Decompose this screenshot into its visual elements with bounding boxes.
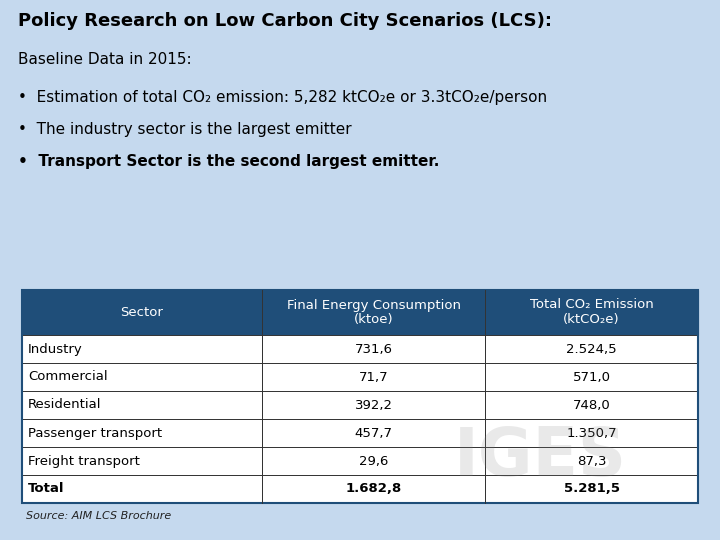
Bar [22,290,698,503]
Text: Residential: Residential [28,399,102,411]
Bar [262,391,485,419]
Text: Passenger transport: Passenger transport [28,427,162,440]
Text: Final Energy Consumption
(ktoe): Final Energy Consumption (ktoe) [287,299,461,327]
Bar [262,475,485,503]
Bar [22,335,262,363]
Text: 1.682,8: 1.682,8 [346,483,402,496]
Text: 1.350,7: 1.350,7 [566,427,617,440]
Bar [22,290,262,335]
Text: Freight transport: Freight transport [28,455,140,468]
Text: Sector: Sector [120,306,163,319]
Text: 731,6: 731,6 [354,342,392,355]
Text: 457,7: 457,7 [354,427,392,440]
Text: 87,3: 87,3 [577,455,606,468]
Text: •  Transport Sector is the second largest emitter.: • Transport Sector is the second largest… [18,154,439,169]
Bar [262,335,485,363]
Text: Source: AIM LCS Brochure: Source: AIM LCS Brochure [26,511,171,521]
Bar [22,391,262,419]
Text: 71,7: 71,7 [359,370,388,383]
Text: 5.281,5: 5.281,5 [564,483,619,496]
Bar [485,335,698,363]
Text: Total: Total [28,483,65,496]
Bar [485,363,698,391]
Bar [485,290,698,335]
Bar [485,447,698,475]
Bar [262,363,485,391]
Bar [262,290,485,335]
Text: •  Estimation of total CO₂ emission: 5,282 ktCO₂e or 3.3tCO₂e/person: • Estimation of total CO₂ emission: 5,28… [18,90,547,105]
Text: 748,0: 748,0 [572,399,611,411]
Text: Industry: Industry [28,342,83,355]
Text: Baseline Data in 2015:: Baseline Data in 2015: [18,52,192,67]
Bar [485,475,698,503]
Bar [22,363,262,391]
Bar [485,391,698,419]
Text: IGES: IGES [454,424,626,490]
Text: 29,6: 29,6 [359,455,388,468]
Text: 392,2: 392,2 [354,399,392,411]
Bar [485,419,698,447]
Bar [262,447,485,475]
Bar [262,419,485,447]
Text: 571,0: 571,0 [572,370,611,383]
Bar [22,419,262,447]
Bar [22,447,262,475]
Text: •  The industry sector is the largest emitter: • The industry sector is the largest emi… [18,122,351,137]
Bar [22,475,262,503]
Text: 2.524,5: 2.524,5 [566,342,617,355]
Text: Policy Research on Low Carbon City Scenarios (LCS):: Policy Research on Low Carbon City Scena… [18,12,552,30]
Text: Commercial: Commercial [28,370,107,383]
Text: Total CO₂ Emission
(ktCO₂e): Total CO₂ Emission (ktCO₂e) [530,299,654,327]
